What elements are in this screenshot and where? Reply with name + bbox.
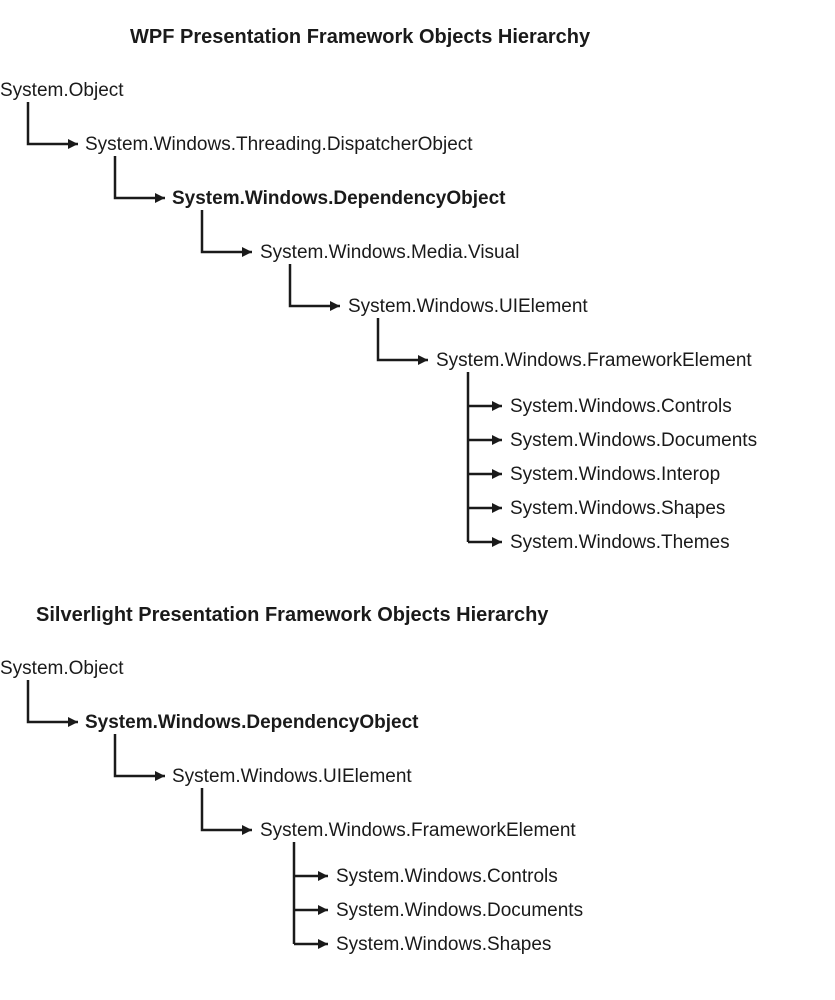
tree-leaf: System.Windows.Controls <box>510 396 732 418</box>
tree-leaf: System.Windows.Themes <box>510 532 730 554</box>
tree-leaf: System.Windows.Shapes <box>510 498 725 520</box>
hierarchy-diagram: WPF Presentation Framework Objects Hiera… <box>0 0 835 1000</box>
tree-leaf: System.Windows.Documents <box>510 430 757 452</box>
tree-leaf: System.Windows.Interop <box>510 464 720 486</box>
tree-leaf: System.Windows.Documents <box>336 900 583 922</box>
tree-leaf: System.Windows.Shapes <box>336 934 551 956</box>
tree-multi-connector <box>0 0 346 959</box>
tree-leaf: System.Windows.Controls <box>336 866 558 888</box>
